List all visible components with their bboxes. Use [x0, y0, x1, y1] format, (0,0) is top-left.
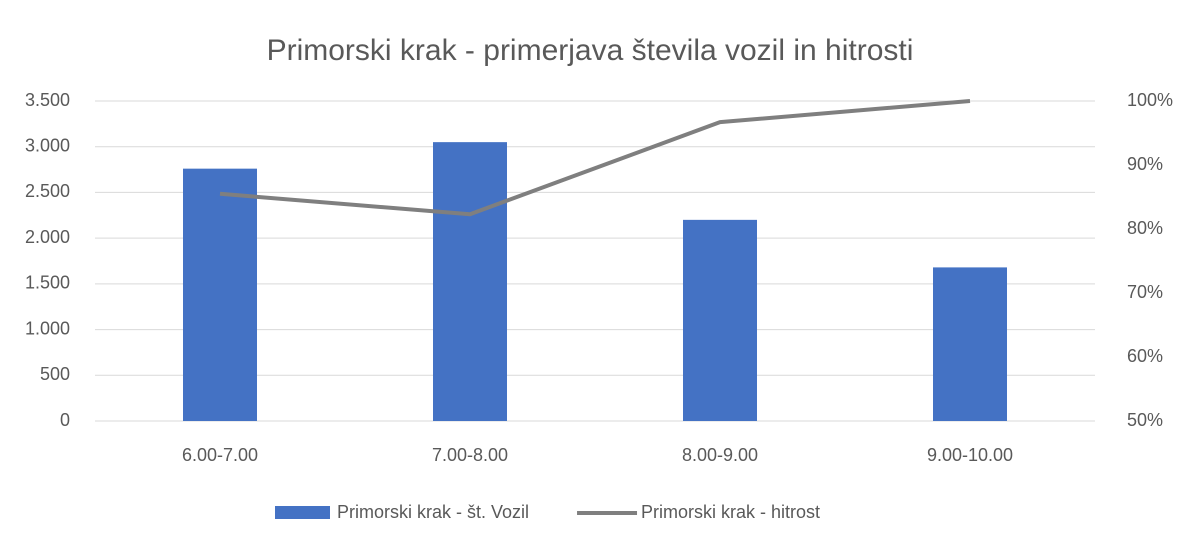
bar: [933, 267, 1007, 421]
y2-tick-label: 50%: [1127, 410, 1163, 430]
y2-tick-label: 80%: [1127, 218, 1163, 238]
legend-label: Primorski krak - št. Vozil: [337, 502, 529, 522]
y-tick-label: 3.000: [25, 135, 70, 155]
y2-tick-label: 90%: [1127, 154, 1163, 174]
y-tick-label: 1.500: [25, 273, 70, 293]
y-tick-label: 0: [60, 410, 70, 430]
y2-tick-label: 60%: [1127, 346, 1163, 366]
line: [219, 99, 971, 217]
y2-tick-label: 100%: [1127, 90, 1173, 110]
bar: [683, 219, 757, 421]
bar: [433, 142, 507, 421]
y-tick-label: 2.500: [25, 181, 70, 201]
y-tick-label: 1.000: [25, 318, 70, 338]
bar: [183, 168, 257, 421]
y-tick-label: 500: [40, 364, 70, 384]
y-tick-label: 2.000: [25, 227, 70, 247]
y2-tick-label: 70%: [1127, 282, 1163, 302]
y-tick-label: 3.500: [25, 90, 70, 110]
chart-title: Primorski krak - primerjava števila vozi…: [267, 34, 914, 67]
x-tick-label: 8.00-9.00: [682, 445, 758, 465]
legend-swatch: [275, 506, 330, 519]
legend-label: Primorski krak - hitrost: [641, 502, 820, 522]
x-tick-label: 6.00-7.00: [182, 445, 258, 465]
x-tick-label: 7.00-8.00: [432, 445, 508, 465]
x-tick-label: 9.00-10.00: [927, 445, 1013, 465]
